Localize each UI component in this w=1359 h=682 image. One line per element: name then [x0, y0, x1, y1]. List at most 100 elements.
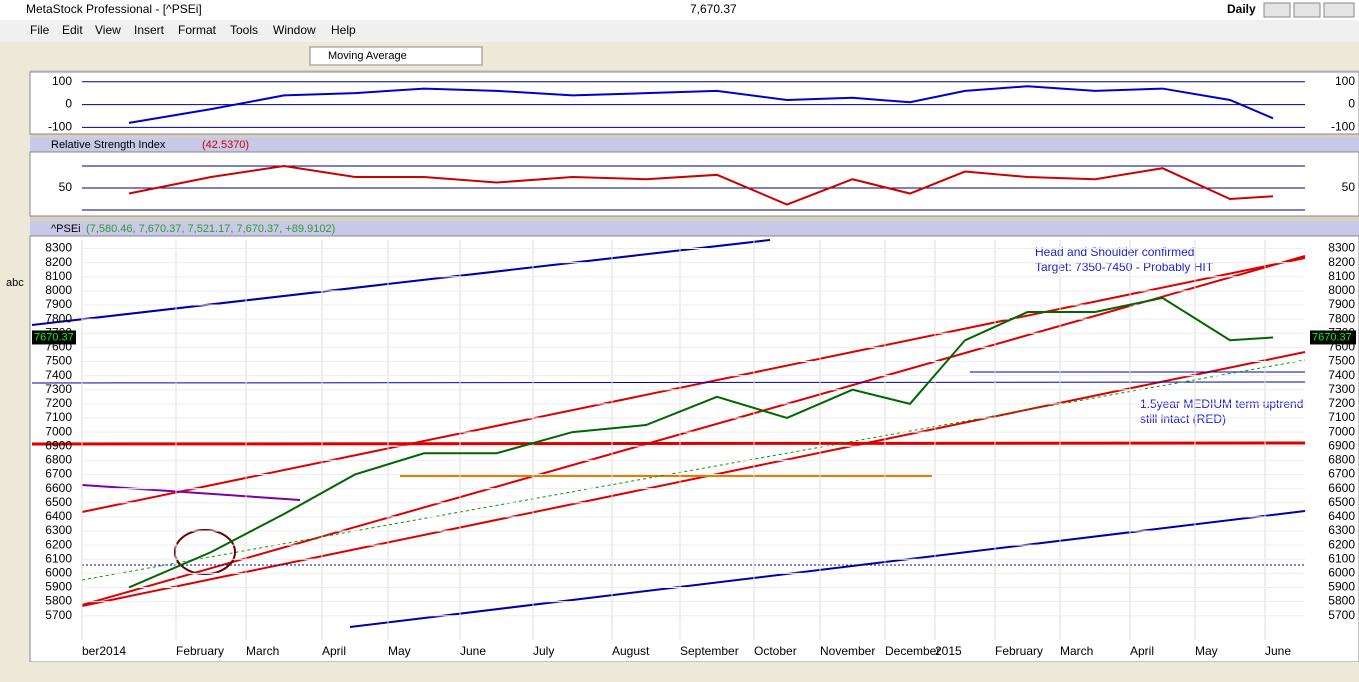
y-tick-label: -100 — [1331, 120, 1355, 134]
last-price-box — [1310, 330, 1356, 345]
y-tick-label: 8000 — [1328, 283, 1355, 297]
x-tick-label: May — [1195, 644, 1218, 658]
menu-item[interactable]: Tools — [230, 23, 258, 37]
y-tick-label: 5700 — [1328, 608, 1355, 622]
indicator-dropdown[interactable] — [309, 46, 483, 66]
y-tick-label: 7300 — [45, 382, 72, 396]
y-tick-label: 7000 — [45, 424, 72, 438]
menu-item[interactable]: File — [30, 23, 50, 37]
x-tick-label: ber2014 — [82, 644, 126, 658]
y-tick-label: 6400 — [45, 509, 72, 523]
x-tick-label: March — [1060, 644, 1093, 658]
trendlines — [31, 239, 1306, 628]
y-tick-label: 50 — [59, 180, 73, 194]
left-toolbar — [0, 70, 30, 682]
menu-item[interactable]: Insert — [134, 23, 165, 37]
y-tick-label: 0 — [1348, 97, 1355, 111]
y-tick-label: 8100 — [45, 269, 72, 283]
minimize-button[interactable] — [1263, 2, 1291, 18]
y-tick-label: 7200 — [45, 396, 72, 410]
y-tick-label: 6800 — [1328, 453, 1355, 467]
y-tick-label: 6900 — [45, 438, 72, 452]
y-tick-label: 8200 — [45, 255, 72, 269]
x-tick-label: May — [388, 644, 411, 658]
menu-bar — [0, 20, 1359, 42]
x-tick-label: July — [533, 644, 554, 658]
price-title: ^PSEi — [51, 223, 81, 235]
y-tick-label: 5900 — [1328, 580, 1355, 594]
y-tick-label: 7100 — [45, 410, 72, 424]
y-tick-label: 100 — [52, 74, 72, 88]
x-tick-label: March — [246, 644, 279, 658]
x-tick-label: June — [460, 644, 486, 658]
menu-item[interactable]: Help — [331, 23, 356, 37]
window-title: MetaStock Professional - [^PSEi] — [26, 2, 202, 16]
series-line — [128, 164, 1274, 206]
y-tick-label: 6700 — [45, 467, 72, 481]
y-tick-label: 7100 — [1328, 410, 1355, 424]
series-line — [128, 296, 1274, 589]
price-legend: (7,580.46, 7,670.37, 7,521.17, 7,670.37,… — [86, 223, 335, 235]
menu-item[interactable]: Format — [178, 23, 217, 37]
indicator-name: Moving Average — [328, 50, 407, 62]
y-tick-label: 6900 — [1328, 438, 1355, 452]
menu-item[interactable]: Edit — [62, 23, 83, 37]
annotation: still intact (RED) — [1140, 412, 1226, 426]
y-tick-label: 5700 — [45, 608, 72, 622]
maximize-button[interactable] — [1293, 2, 1321, 18]
series-line — [128, 85, 1274, 124]
y-tick-label: 8200 — [1328, 255, 1355, 269]
last-price-label: 7670.37 — [34, 331, 74, 343]
close-button[interactable] — [1323, 2, 1355, 18]
y-tick-label: 7900 — [1328, 297, 1355, 311]
y-tick-label: 8300 — [1328, 241, 1355, 255]
last-price-label: 7670.37 — [1312, 331, 1352, 343]
x-tick-label: April — [1130, 644, 1154, 658]
title-bar — [0, 0, 1359, 20]
y-tick-label: 5800 — [1328, 594, 1355, 608]
x-tick-label: 2015 — [935, 644, 962, 658]
y-tick-label: 6500 — [45, 495, 72, 509]
annotation: Head and Shoulder confirmed — [1035, 245, 1194, 259]
y-tick-label: 5800 — [45, 594, 72, 608]
x-tick-label: November — [820, 644, 875, 658]
y-tick-label: 8300 — [45, 241, 72, 255]
y-tick-label: 6400 — [1328, 509, 1355, 523]
scrollbar[interactable] — [0, 662, 1359, 682]
y-tick-label: 7800 — [1328, 311, 1355, 325]
y-tick-label: 6200 — [1328, 537, 1355, 551]
y-tick-label: 6600 — [45, 481, 72, 495]
y-tick-label: 6800 — [45, 453, 72, 467]
x-tick-label: June — [1265, 644, 1291, 658]
x-tick-label: September — [680, 644, 739, 658]
y-tick-label: 7500 — [45, 354, 72, 368]
menu-item[interactable]: Window — [273, 23, 316, 37]
x-tick-label: February — [176, 644, 224, 658]
last-price: 7,670.37 — [690, 2, 737, 16]
y-tick-label: 7500 — [1328, 354, 1355, 368]
y-tick-label: 6100 — [1328, 551, 1355, 565]
y-tick-label: 7300 — [1328, 382, 1355, 396]
y-tick-label: 0 — [65, 97, 72, 111]
annotation: Target: 7350-7450 - Probably HIT — [1035, 260, 1214, 274]
y-tick-label: 6200 — [45, 537, 72, 551]
x-tick-label: August — [612, 644, 650, 658]
x-tick-label: February — [995, 644, 1043, 658]
text-tool[interactable]: abc — [6, 277, 24, 289]
y-tick-label: 7900 — [45, 297, 72, 311]
rsi-legend: (42.5370) — [202, 139, 249, 151]
y-tick-label: 7400 — [45, 368, 72, 382]
y-tick-label: 7200 — [1328, 396, 1355, 410]
y-tick-label: -100 — [48, 120, 72, 134]
last-price-box — [32, 330, 76, 345]
y-tick-label: 7400 — [1328, 368, 1355, 382]
y-tick-label: 6300 — [1328, 523, 1355, 537]
menu-item[interactable]: View — [95, 23, 121, 37]
macd-pane — [29, 71, 1359, 135]
price-header — [30, 222, 1359, 236]
y-tick-label: 50 — [1342, 180, 1356, 194]
y-tick-label: 8100 — [1328, 269, 1355, 283]
y-tick-label: 6100 — [45, 551, 72, 565]
rsi-title: Relative Strength Index — [51, 139, 166, 151]
